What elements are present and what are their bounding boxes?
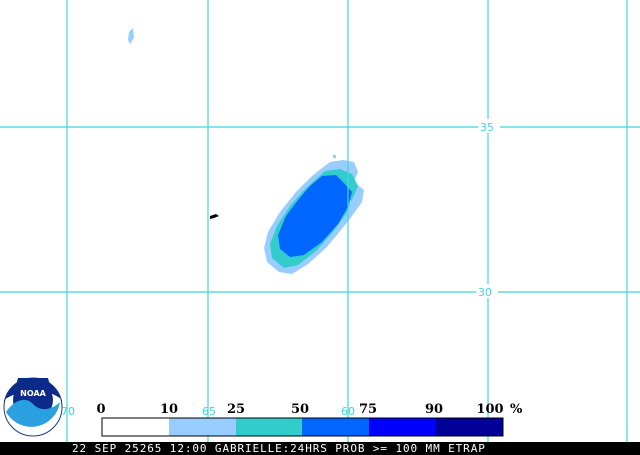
- legend-label-0: 0: [96, 402, 105, 417]
- legend-label-75: 75: [359, 402, 377, 417]
- legend-bin-75-90: [369, 418, 436, 436]
- legend-label-50: 50: [291, 402, 309, 417]
- rainfall-probability-field: [128, 28, 364, 274]
- caption-bar: 22 SEP 25265 12:00 GABRIELLE:24HRS PROB …: [0, 442, 640, 455]
- legend-bin-10-25: [169, 418, 236, 436]
- legend-label-100: 100: [476, 402, 503, 417]
- small-patch-north: [128, 28, 134, 44]
- latitude-label-30: 30: [478, 286, 492, 299]
- caption-text: 22 SEP 25265 12:00 GABRIELLE:24HRS PROB …: [72, 442, 486, 455]
- small-patch-top: [333, 155, 336, 158]
- graticule: [0, 0, 640, 442]
- longitude-label-65: 65: [202, 405, 216, 418]
- prob-50-75-region: [278, 175, 352, 257]
- legend-label-25: 25: [227, 402, 245, 417]
- noaa-logo-text: NOAA: [20, 389, 46, 398]
- legend-unit: %: [510, 402, 523, 417]
- legend-label-10: 10: [160, 402, 178, 417]
- longitude-label-70: 70: [61, 405, 75, 418]
- small-blue-patch: [349, 200, 357, 210]
- legend-bin-90-100: [436, 418, 503, 436]
- legend-bin-50-75: [302, 418, 369, 436]
- legend-bin-0-10: [102, 418, 169, 436]
- noaa-logo: NOAA: [3, 377, 63, 437]
- latitude-label-35: 35: [480, 121, 494, 134]
- probability-legend: 0 10 25 50 75 90 100 %: [96, 402, 523, 437]
- legend-label-90: 90: [425, 402, 443, 417]
- island-shape: [210, 214, 219, 219]
- longitude-label-60: 60: [341, 405, 355, 418]
- legend-bin-25-50: [236, 418, 302, 436]
